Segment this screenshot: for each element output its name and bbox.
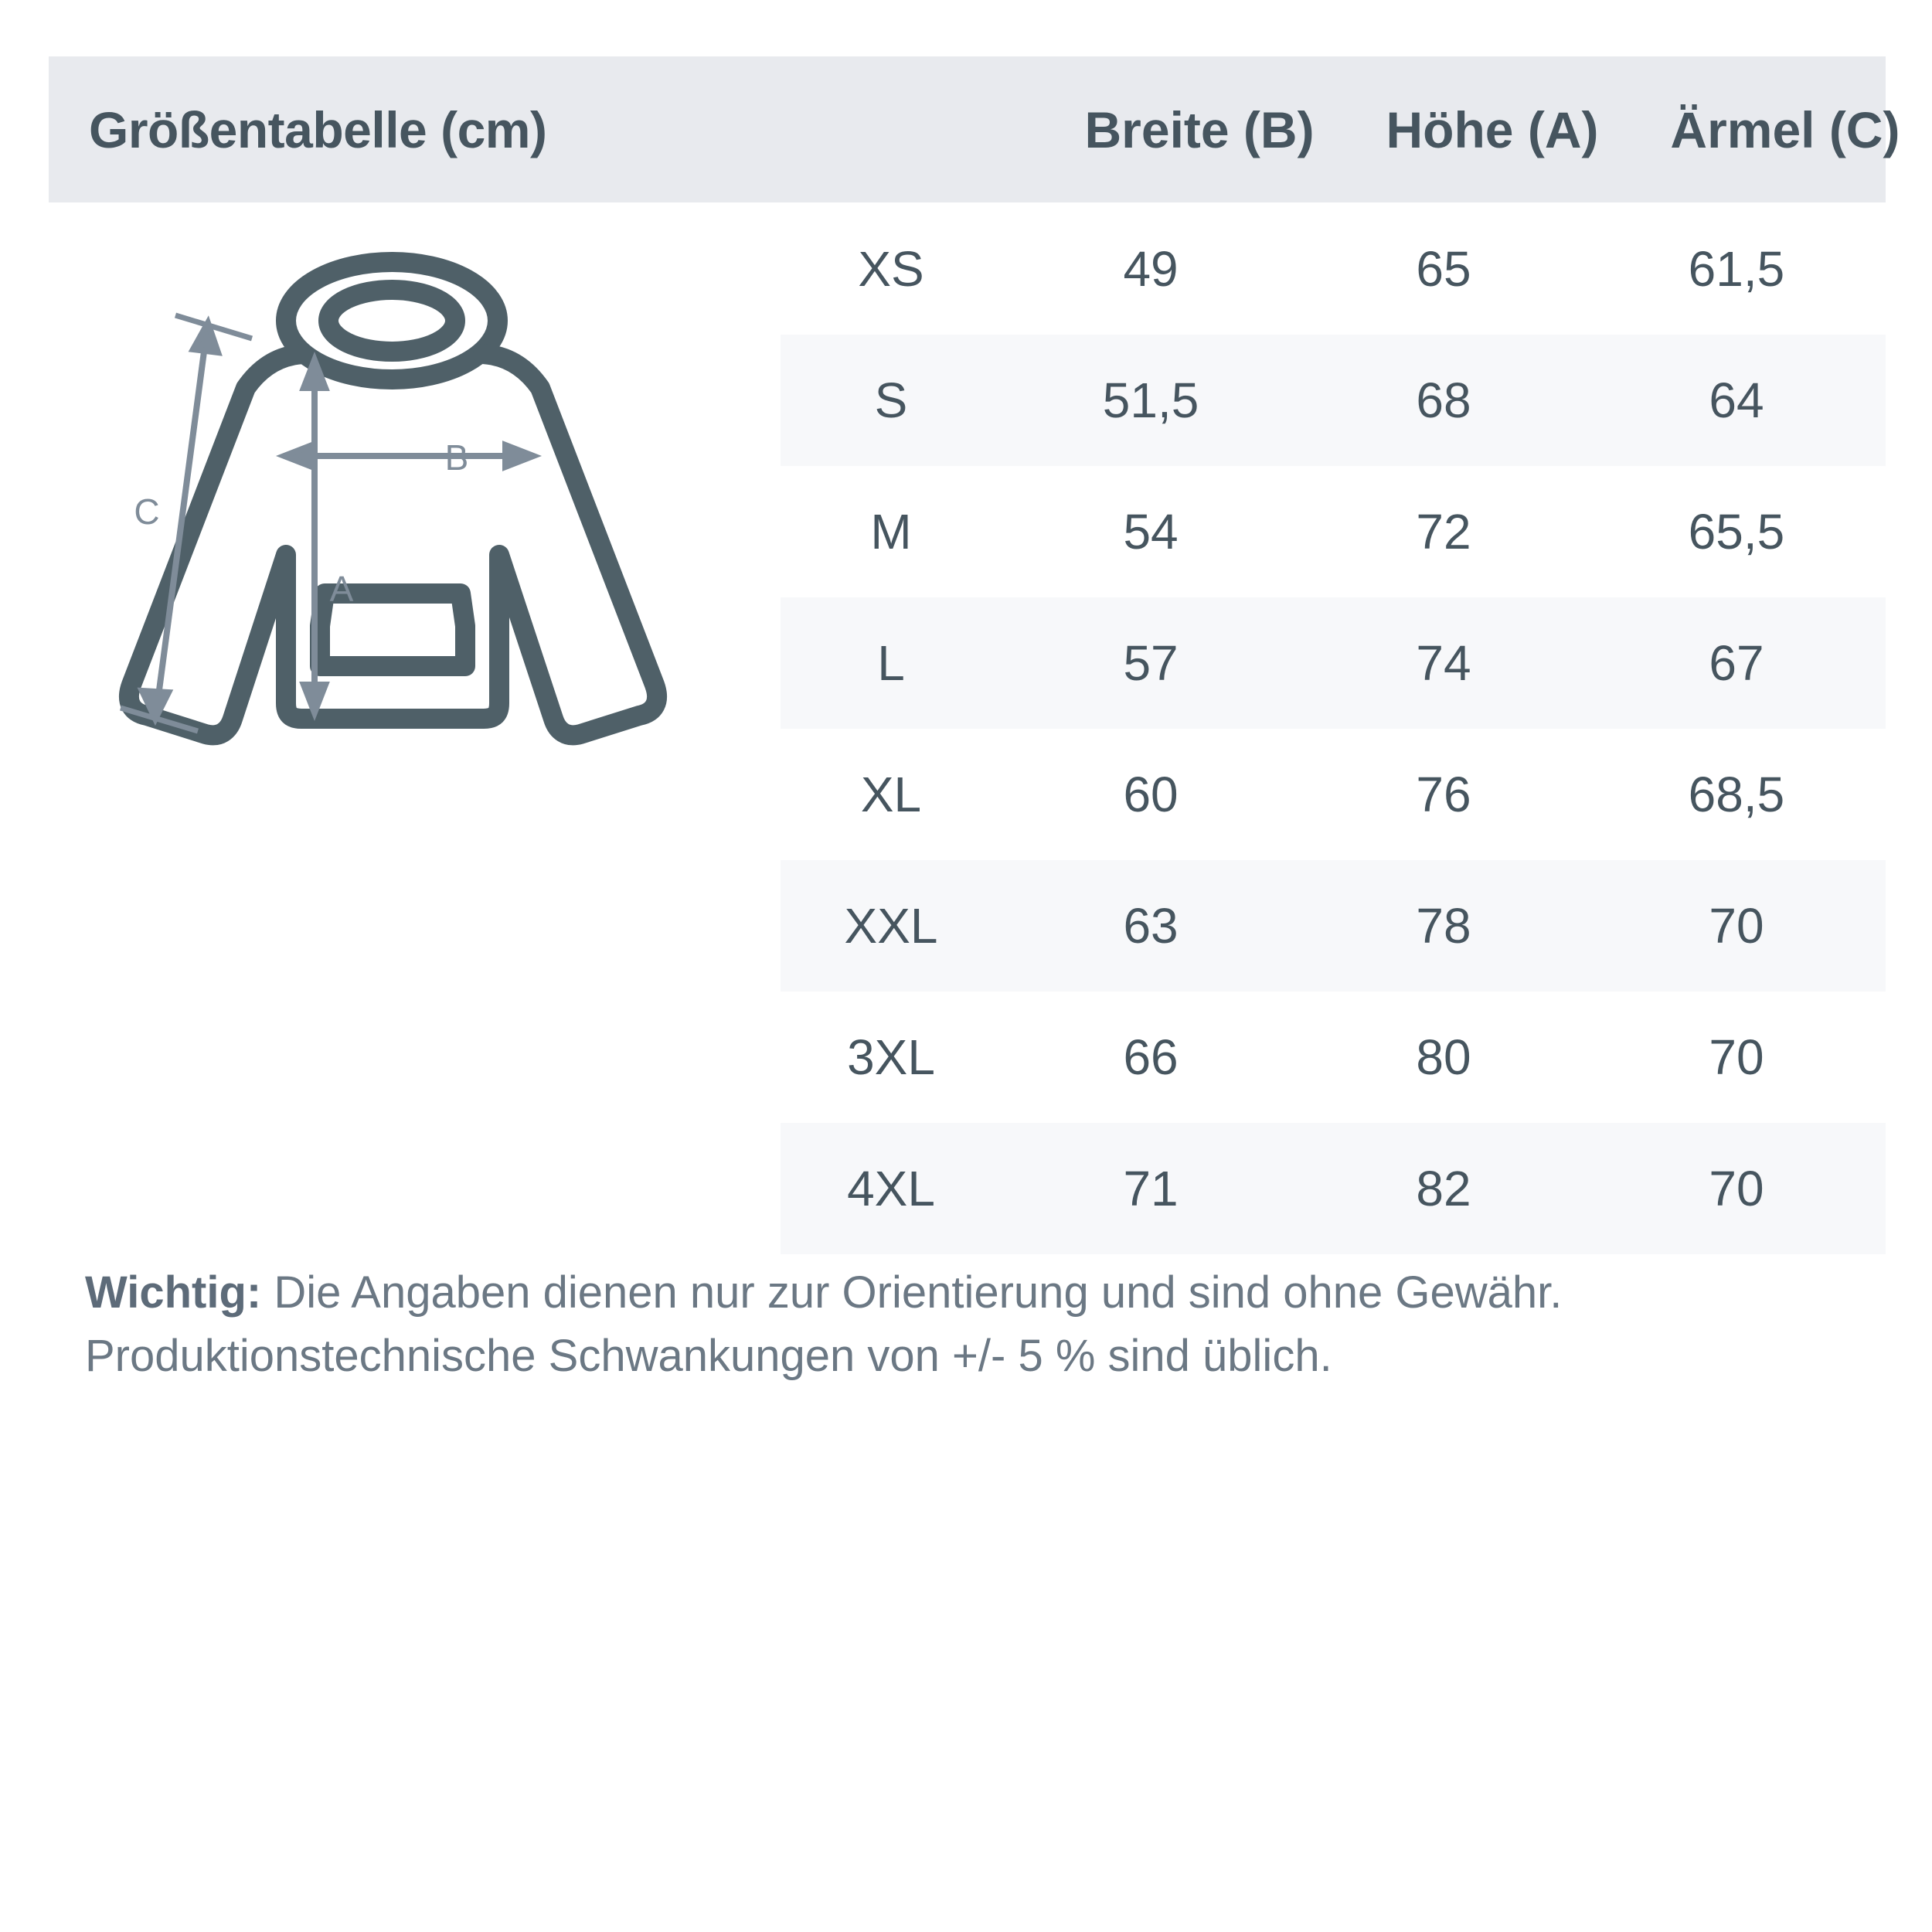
hoodie-measurement-icon: A B C: [118, 252, 668, 746]
cell-breite: 49: [1123, 241, 1179, 297]
dimension-line-c: [155, 339, 209, 702]
column-header-aermel: Ärmel (C): [1670, 100, 1900, 158]
cell-aermel: 70: [1709, 898, 1764, 954]
cell-aermel: 70: [1709, 1029, 1764, 1085]
cell-size: M: [870, 504, 912, 560]
disclaimer-text: Die Angaben dienen nur zur Orientierung …: [85, 1267, 1563, 1382]
dimension-lines-group: [119, 312, 543, 734]
dimension-tick-c-top: [174, 312, 253, 342]
cell-aermel: 61,5: [1688, 241, 1785, 297]
cell-size: XS: [858, 241, 924, 297]
dimension-arrowhead-b-left: [275, 440, 315, 471]
cell-size: XL: [860, 767, 922, 822]
cell-size: L: [877, 635, 905, 691]
cell-breite: 66: [1123, 1029, 1179, 1085]
cell-breite: 63: [1123, 898, 1179, 954]
table-row: L 57 74 67: [781, 597, 1886, 729]
disclaimer-note: Wichtig: Die Angaben dienen nur zur Orie…: [85, 1261, 1886, 1389]
cell-hoehe: 78: [1416, 898, 1471, 954]
pocket-icon: [310, 583, 475, 676]
column-header-breite: Breite (B): [1084, 100, 1315, 158]
cell-aermel: 67: [1709, 635, 1764, 691]
cell-hoehe: 80: [1416, 1029, 1471, 1085]
size-table-body: XS 49 65 61,5 S 51,5 68 64 M 54 72 65,5 …: [781, 203, 1886, 1254]
table-row: XS 49 65 61,5: [781, 203, 1886, 335]
hood-inner-icon: [318, 280, 465, 362]
column-header-hoehe: Höhe (A): [1386, 100, 1599, 158]
cell-hoehe: 82: [1416, 1161, 1471, 1216]
column-headers: Breite (B) Höhe (A) Ärmel (C): [829, 56, 1932, 202]
dimension-arrowhead-c-top: [188, 315, 223, 356]
cell-breite: 71: [1123, 1161, 1179, 1216]
table-row: M 54 72 65,5: [781, 466, 1886, 597]
hood-outer-icon: [276, 252, 508, 389]
hoodie-body-icon: [118, 344, 668, 746]
hoodie-outline-group: [118, 252, 668, 746]
cell-hoehe: 68: [1416, 372, 1471, 428]
cell-hoehe: 65: [1416, 241, 1471, 297]
page-title: Größentabelle (cm): [89, 100, 547, 158]
cell-breite: 54: [1123, 504, 1179, 560]
table-row: XXL 63 78 70: [781, 860, 1886, 992]
dimension-labels-group: A B C: [134, 437, 468, 609]
dimension-arrowhead-a-bottom: [299, 682, 330, 722]
cell-breite: 57: [1123, 635, 1179, 691]
dimension-tick-c-bottom: [119, 705, 199, 734]
cell-size: 4XL: [847, 1161, 935, 1216]
cell-size: XXL: [844, 898, 938, 954]
cell-breite: 60: [1123, 767, 1179, 822]
cell-hoehe: 74: [1416, 635, 1471, 691]
cell-hoehe: 72: [1416, 504, 1471, 560]
cell-aermel: 64: [1709, 372, 1764, 428]
cell-aermel: 70: [1709, 1161, 1764, 1216]
dimension-arrowhead-b-right: [502, 440, 543, 471]
dimension-label-c: C: [134, 492, 159, 532]
disclaimer-label: Wichtig:: [85, 1267, 262, 1318]
table-row: 3XL 66 80 70: [781, 992, 1886, 1123]
table-header-band: Größentabelle (cm) Breite (B) Höhe (A) Ä…: [49, 56, 1900, 202]
dimension-label-a: A: [330, 569, 354, 609]
dimension-arrowhead-a-top: [299, 351, 330, 391]
dimension-label-b: B: [445, 437, 469, 478]
hoodie-diagram: A B C: [54, 224, 781, 866]
cell-aermel: 65,5: [1688, 504, 1785, 560]
table-row: S 51,5 68 64: [781, 335, 1886, 466]
cell-size: 3XL: [847, 1029, 935, 1085]
table-row: XL 60 76 68,5: [781, 729, 1886, 860]
cell-breite: 51,5: [1102, 372, 1199, 428]
cell-aermel: 68,5: [1688, 767, 1785, 822]
cell-size: S: [874, 372, 908, 428]
dimension-arrowhead-c-bottom: [137, 687, 174, 726]
cell-hoehe: 76: [1416, 767, 1471, 822]
table-row: 4XL 71 82 70: [781, 1123, 1886, 1254]
